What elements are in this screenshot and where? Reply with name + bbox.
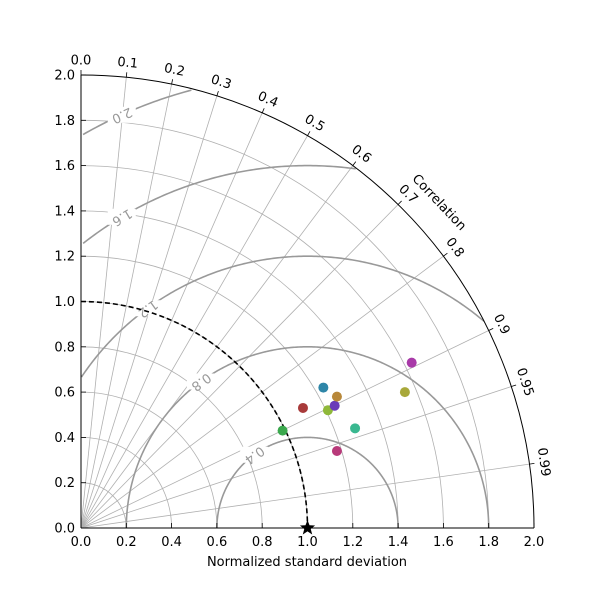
x-tick-label: 1.0	[297, 535, 318, 550]
x-tick-label: 0.0	[71, 535, 92, 550]
correlation-grid-line	[80, 112, 263, 529]
correlation-tick-label: 0.1	[117, 55, 139, 72]
y-tick-label: 2.0	[54, 69, 75, 84]
correlation-tick-label: 0.3	[209, 72, 233, 93]
correlation-grid-line	[80, 77, 127, 529]
x-tick-label: 1.6	[433, 535, 454, 550]
rms-contour	[82, 164, 356, 245]
correlation-tick	[443, 252, 448, 257]
y-tick-label: 1.8	[54, 114, 75, 129]
std-grid-arc	[80, 255, 354, 529]
data-point	[399, 387, 410, 398]
axis-ticks: 0.0 0.1 0.20.30.40.50.60.70.80.90.950.990.…	[54, 54, 552, 551]
y-tick-label: 1.6	[54, 159, 75, 174]
rms-contour-label: 0.8	[188, 369, 214, 393]
correlation-tick	[488, 328, 494, 331]
correlation-tick	[261, 108, 265, 113]
correlation-tick	[529, 462, 535, 465]
correlation-tick-label: 0.5	[302, 112, 327, 135]
rms-contour	[82, 89, 192, 136]
correlation-tick	[352, 161, 357, 166]
correlation-grid-line	[80, 84, 172, 529]
rms-contour	[216, 436, 399, 528]
data-points	[277, 357, 417, 535]
outer-arc	[80, 74, 535, 529]
std-grid-arc	[80, 119, 490, 529]
x-tick-label: 0.6	[207, 535, 228, 550]
std-grid-arc	[80, 391, 218, 529]
y-tick-label: 1.0	[54, 295, 75, 310]
correlation-tick-label: 0.9	[490, 312, 513, 337]
reference-star-marker	[299, 520, 316, 535]
reference-std-arc	[80, 300, 309, 529]
y-tick-label: 0.4	[54, 431, 75, 446]
rms-contour	[80, 255, 485, 378]
correlation-tick	[171, 79, 173, 85]
std-grid-arc	[80, 210, 399, 529]
correlation-tick	[216, 90, 219, 96]
rms-label-bg	[133, 300, 162, 317]
correlation-tick-label: 0.2	[163, 61, 186, 80]
data-point	[406, 357, 417, 368]
x-tick-label: 0.2	[116, 535, 137, 550]
y-tick-label: 0.6	[54, 386, 75, 401]
correlation-tick	[511, 384, 517, 387]
y-tick-label: 1.2	[54, 250, 75, 265]
data-point	[318, 382, 329, 393]
x-tick-label: 2.0	[524, 535, 545, 550]
x-axis-label: Normalized standard deviation	[207, 555, 407, 570]
x-tick-label: 1.4	[388, 535, 409, 550]
y-tick-label: 0.8	[54, 340, 75, 355]
x-tick-label: 0.8	[252, 535, 273, 550]
data-point	[277, 425, 288, 436]
correlation-tick-label: 0.4	[255, 89, 280, 111]
correlation-tick	[125, 72, 128, 78]
correlation-grid-line	[80, 135, 308, 529]
y-tick-label: 1.4	[54, 204, 75, 219]
data-point	[350, 423, 361, 434]
rms-label-bg	[186, 373, 215, 390]
std-grid-arc	[80, 482, 127, 529]
correlation-tick-label: 0.6	[348, 142, 374, 166]
correlation-tick-label: 0.95	[513, 366, 536, 398]
y-tick-label: 0.2	[54, 476, 75, 491]
x-tick-label: 0.4	[161, 535, 182, 550]
correlation-tick-label: 0.8	[442, 235, 466, 261]
rms-contours: 0.40.81.21.62.0	[80, 89, 490, 529]
data-point	[329, 400, 340, 411]
correlation-tick-label: 0.0	[71, 54, 92, 69]
std-grid-arc	[80, 346, 263, 529]
rms-contour	[125, 345, 490, 529]
y-tick-label: 0.0	[54, 522, 75, 537]
data-point	[331, 445, 342, 456]
x-tick-label: 1.8	[478, 535, 499, 550]
correlation-tick	[307, 131, 311, 136]
rms-label-bg	[107, 106, 136, 123]
correlation-tick-label: 0.99	[534, 447, 553, 478]
rms-label-bg	[107, 208, 136, 225]
correlation-tick	[397, 200, 402, 205]
data-point	[331, 391, 342, 402]
data-point	[297, 402, 308, 413]
rms-label-bg	[240, 446, 269, 463]
std-grid-arc	[80, 165, 444, 529]
x-tick-label: 1.2	[342, 535, 363, 550]
